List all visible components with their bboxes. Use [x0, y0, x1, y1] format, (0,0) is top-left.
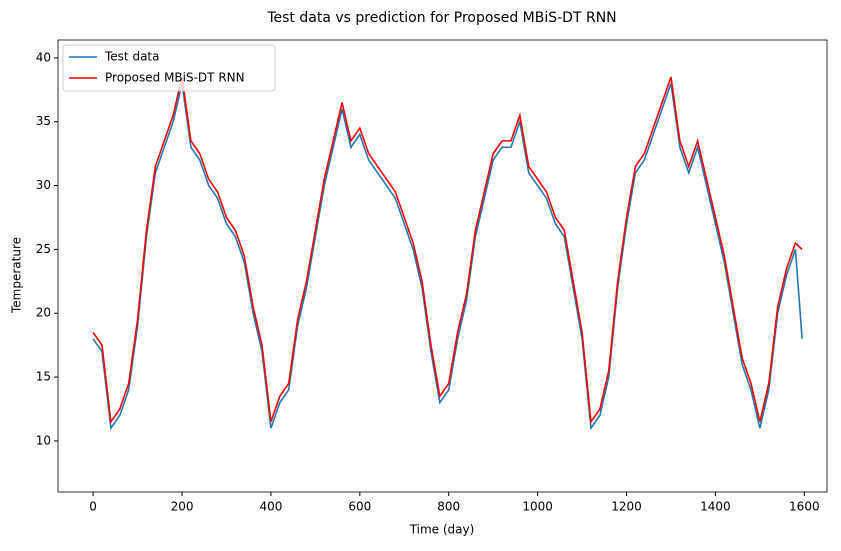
series-line [92, 83, 803, 431]
x-axis-label: Time (day) [409, 523, 475, 537]
series-line [92, 76, 803, 425]
x-tick-label: 1600 [789, 500, 820, 514]
x-tick-label: 1000 [522, 500, 553, 514]
y-tick-label: 15 [36, 370, 51, 384]
x-tick-label: 1400 [700, 500, 731, 514]
legend-label: Proposed MBiS-DT RNN [105, 71, 245, 85]
x-tick-label: 600 [348, 500, 371, 514]
y-tick-label: 30 [36, 178, 51, 192]
legend-label: Test data [104, 50, 159, 64]
y-tick-label: 35 [36, 114, 51, 128]
chart-title: Test data vs prediction for Proposed MBi… [266, 10, 616, 26]
y-tick-label: 25 [36, 242, 51, 256]
y-tick-label: 20 [36, 306, 51, 320]
x-tick-label: 1200 [611, 500, 642, 514]
x-tick-label: 200 [171, 500, 194, 514]
x-tick-label: 400 [259, 500, 282, 514]
x-tick-label: 0 [89, 500, 97, 514]
legend-box [62, 44, 276, 92]
x-tick-label: 800 [437, 500, 460, 514]
y-tick-label: 10 [36, 433, 51, 447]
y-tick-label: 40 [36, 50, 51, 64]
y-axis-label: Temperature [10, 237, 24, 314]
plot-frame [57, 39, 828, 493]
